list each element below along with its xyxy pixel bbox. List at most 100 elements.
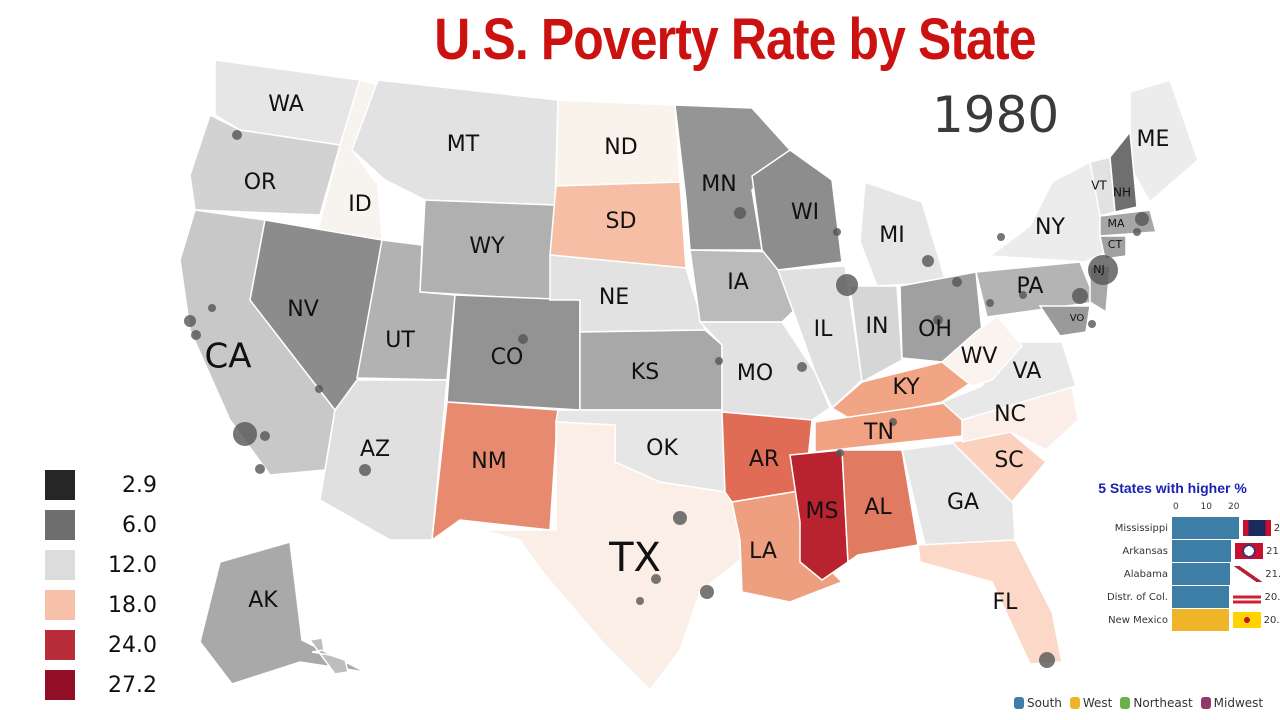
- city-bubble: [208, 304, 216, 312]
- region-name: South: [1027, 696, 1062, 710]
- year-label: 1980: [932, 86, 1060, 144]
- state-nh: [1109, 130, 1138, 213]
- legend-value: 27.2: [108, 672, 157, 698]
- city-bubble: [889, 418, 897, 426]
- city-bubble: [1039, 652, 1055, 668]
- state-label: NY: [1035, 215, 1065, 240]
- bar-row: Arkansas 21.5: [1060, 540, 1280, 562]
- city-bubble: [833, 228, 841, 236]
- state-hi: [308, 637, 349, 675]
- legend-swatch: [45, 550, 75, 580]
- state-label: SD: [606, 209, 637, 234]
- state-label: WV: [961, 344, 998, 369]
- city-bubble: [232, 130, 242, 140]
- legend-swatch: [45, 510, 75, 540]
- city-bubble: [315, 385, 323, 393]
- state-va: [940, 341, 1077, 421]
- legend-item: 18.0: [45, 585, 157, 625]
- city-bubble: [518, 334, 528, 344]
- state-fl: [917, 539, 1063, 665]
- state-label: CT: [1108, 238, 1123, 251]
- legend-value: 2.9: [122, 472, 157, 498]
- city-bubble: [997, 233, 1005, 241]
- city-bubble: [952, 277, 962, 287]
- city-bubble: [1088, 255, 1118, 285]
- city-bubble: [191, 330, 201, 340]
- state-wv: [940, 314, 1023, 387]
- legend-swatch: [45, 590, 75, 620]
- state-label: OH: [918, 317, 952, 342]
- state-label: MS: [806, 499, 839, 524]
- state-label: ID: [348, 192, 371, 217]
- state-label: VA: [1013, 359, 1042, 384]
- state-label: CA: [205, 337, 252, 377]
- city-bubble: [734, 207, 746, 219]
- bar-row: Distr. of Col. 20.9: [1060, 586, 1280, 608]
- top5-bar-chart: 5 States with higher % 0 10 20 Mississippi 2…: [1060, 480, 1280, 650]
- city-bubble: [1088, 320, 1096, 328]
- state-wi: [751, 149, 843, 271]
- city-bubble: [797, 362, 807, 372]
- state-label: AK: [248, 588, 278, 613]
- legend-item: 6.0: [45, 505, 157, 545]
- arkansas-flag-icon: [1235, 543, 1264, 559]
- city-bubble: [255, 464, 265, 474]
- bar: [1172, 517, 1239, 539]
- city-bubble: [836, 274, 858, 296]
- state-label: NH: [1113, 186, 1131, 200]
- bar: [1172, 609, 1229, 631]
- state-vo: [1038, 305, 1091, 337]
- state-label: FL: [993, 590, 1019, 615]
- legend-swatch: [45, 630, 75, 660]
- state-label: ND: [604, 135, 637, 160]
- bar-label: Alabama: [1123, 568, 1168, 580]
- state-label: KS: [631, 360, 659, 385]
- state-label: NC: [994, 402, 1026, 427]
- axis-tick: 20: [1228, 502, 1240, 512]
- region-swatch: [1069, 697, 1080, 709]
- city-bubble: [636, 597, 644, 605]
- axis-tick: 10: [1200, 502, 1212, 512]
- state-label: WI: [791, 200, 819, 225]
- state-label: TN: [863, 420, 894, 445]
- state-label: NV: [287, 297, 319, 322]
- state-label: NM: [471, 449, 506, 474]
- state-label: MN: [701, 172, 736, 197]
- city-bubble: [1072, 288, 1088, 304]
- region-legend-item: West: [1069, 696, 1112, 710]
- city-bubble: [260, 431, 270, 441]
- bar-row: Alabama 21.2: [1060, 563, 1280, 585]
- state-label: KY: [892, 375, 920, 400]
- legend-value: 6.0: [122, 512, 157, 538]
- region-name: Northeast: [1133, 696, 1193, 710]
- city-bubble: [836, 449, 844, 457]
- bar-value: 21.2: [1265, 568, 1280, 580]
- bar-value: 20.6: [1263, 614, 1280, 626]
- state-label: IA: [727, 270, 749, 295]
- legend-item: 24.0: [45, 625, 157, 665]
- mississippi-flag-icon: [1242, 520, 1271, 536]
- city-bubble: [1133, 228, 1141, 236]
- city-bubble: [184, 315, 196, 327]
- legend-item: 2.9: [45, 465, 157, 505]
- state-label: GA: [947, 490, 979, 515]
- state-ct: [1099, 235, 1127, 260]
- region-swatch: [1014, 697, 1024, 709]
- city-bubble: [715, 357, 723, 365]
- city-bubble: [922, 255, 934, 267]
- city-bubble: [1019, 291, 1027, 299]
- legend-swatch: [45, 670, 75, 700]
- state-label: MT: [447, 132, 480, 157]
- state-label: OK: [646, 436, 678, 461]
- legend-item: 12.0: [45, 545, 157, 585]
- state-label: OR: [244, 170, 277, 195]
- bar: [1172, 586, 1230, 608]
- color-legend: 2.9 6.0 12.0 18.0 24.0 27.2: [45, 465, 157, 705]
- bar-row: New Mexico 20.6: [1060, 609, 1280, 631]
- city-bubble: [986, 299, 994, 307]
- state-label: MA: [1107, 217, 1124, 230]
- state-label: PA: [1017, 274, 1044, 299]
- bar-value: 24.3: [1273, 522, 1280, 534]
- region-legend-item: Midwest: [1200, 696, 1263, 710]
